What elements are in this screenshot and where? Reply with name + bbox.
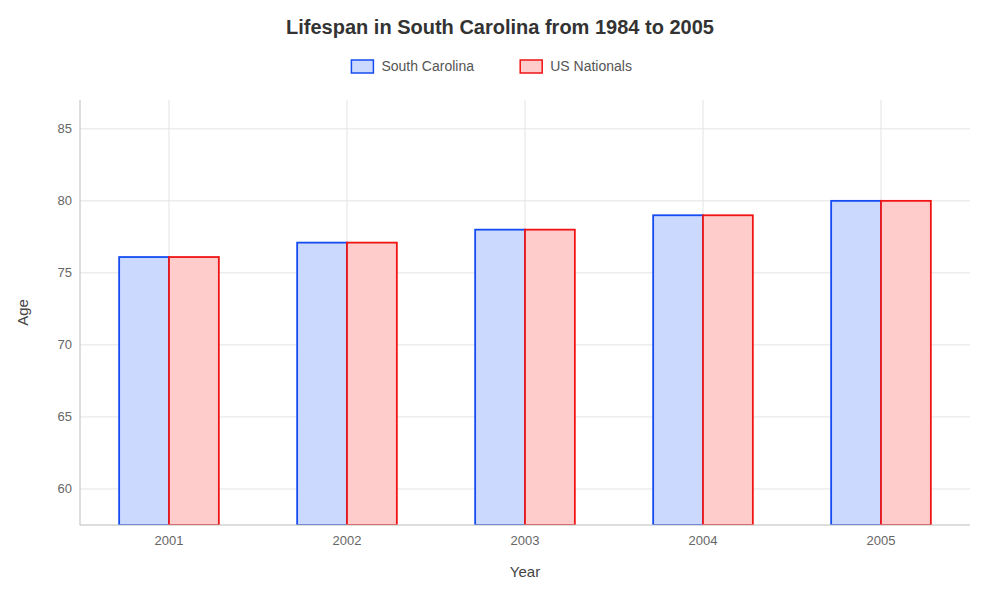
- legend: South Carolina US Nationals: [351, 58, 632, 74]
- bar: [831, 201, 881, 525]
- title: Lifespan in South Carolina from 1984 to …: [286, 16, 714, 38]
- y-tick-label: 75: [58, 265, 72, 280]
- legend-label: US Nationals: [550, 58, 632, 74]
- bars: [119, 201, 931, 525]
- x-axis-line: [80, 525, 970, 526]
- legend-label: South Carolina: [381, 58, 474, 74]
- bar: [119, 257, 169, 525]
- y-tick-label: 60: [58, 481, 72, 496]
- bar: [653, 215, 703, 525]
- y-axis-line: [80, 100, 81, 525]
- x-tick-label: 2003: [511, 533, 540, 548]
- y-axis-label: Age: [14, 299, 31, 326]
- legend-swatch: [351, 60, 373, 73]
- x-axis-label: Year: [510, 563, 540, 580]
- chart-container: Lifespan in South Carolina from 1984 to …: [0, 0, 1000, 600]
- x-tick-label: 2001: [155, 533, 184, 548]
- bar: [703, 215, 753, 525]
- bar: [347, 243, 397, 525]
- y-tick-label: 80: [58, 193, 72, 208]
- bar: [475, 230, 525, 525]
- grid: [80, 100, 970, 525]
- x-tick-label: 2002: [333, 533, 362, 548]
- y-tick-label: 85: [58, 121, 72, 136]
- bar: [881, 201, 931, 525]
- bar: [297, 243, 347, 525]
- legend-swatch: [520, 60, 542, 73]
- y-tick-label: 70: [58, 337, 72, 352]
- chart-svg: Lifespan in South Carolina from 1984 to …: [0, 0, 1000, 600]
- x-tick-label: 2005: [867, 533, 896, 548]
- bar: [169, 257, 219, 525]
- y-tick-label: 65: [58, 409, 72, 424]
- bar: [525, 230, 575, 525]
- x-tick-label: 2004: [689, 533, 718, 548]
